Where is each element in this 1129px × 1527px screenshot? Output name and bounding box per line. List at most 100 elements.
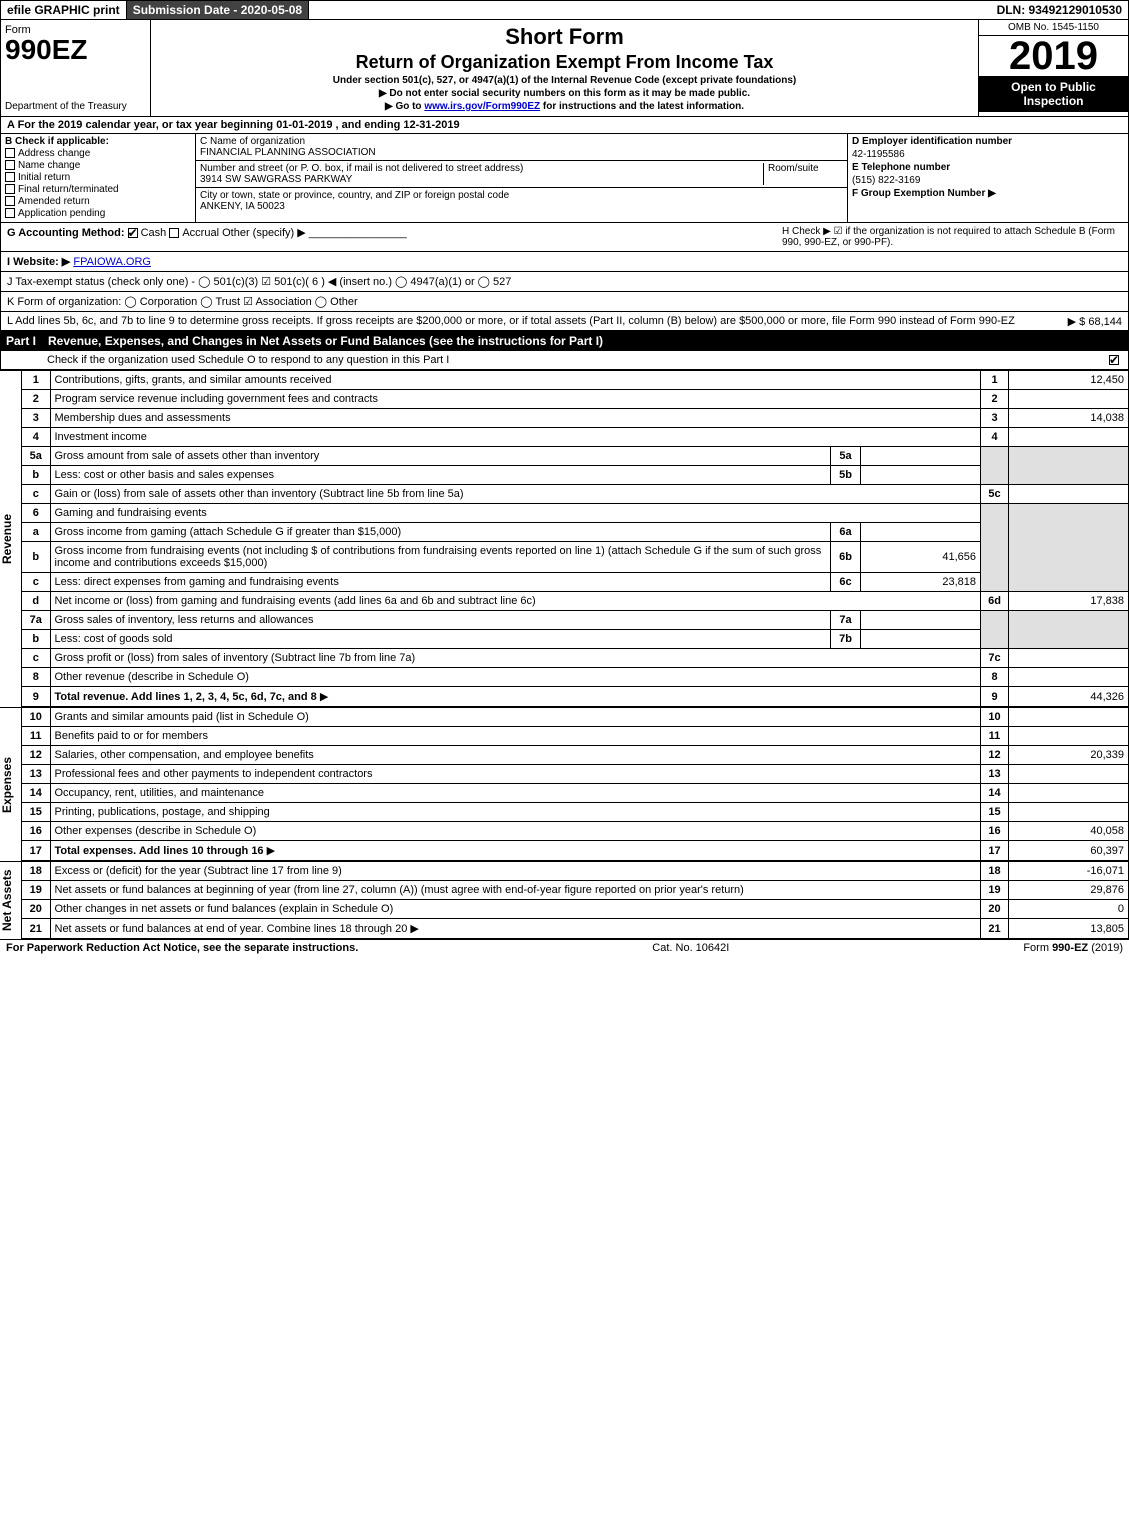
netassets-table: 18Excess or (deficit) for the year (Subt… — [22, 861, 1129, 939]
line-15: 15Printing, publications, postage, and s… — [22, 803, 1129, 822]
footer-right: Form 990-EZ (2019) — [1023, 942, 1123, 954]
line-8: 8Other revenue (describe in Schedule O)8 — [22, 668, 1129, 687]
chk-cash[interactable] — [128, 228, 138, 238]
chk-application-pending[interactable] — [5, 208, 15, 218]
row-l-gross-receipts: L Add lines 5b, 6c, and 7b to line 9 to … — [0, 312, 1129, 331]
website-label: I Website: ▶ — [7, 256, 70, 268]
line-12: 12Salaries, other compensation, and empl… — [22, 746, 1129, 765]
lbl-other: Other (specify) ▶ — [222, 227, 306, 239]
chk-final-return[interactable] — [5, 184, 15, 194]
line-10: 10Grants and similar amounts paid (list … — [22, 708, 1129, 727]
lbl-accrual: Accrual — [182, 227, 219, 239]
street-value: 3914 SW SAWGRASS PARKWAY — [200, 174, 763, 185]
lbl-cash: Cash — [141, 227, 167, 239]
part-1-header: Part I Revenue, Expenses, and Changes in… — [0, 331, 1129, 351]
line-20: 20Other changes in net assets or fund ba… — [22, 900, 1129, 919]
row-g-h: G Accounting Method: Cash Accrual Other … — [0, 223, 1129, 252]
line-5a: 5aGross amount from sale of assets other… — [22, 447, 1129, 466]
section-b-label: B Check if applicable: — [5, 136, 109, 147]
netassets-section: Net Assets 18Excess or (deficit) for the… — [0, 861, 1129, 939]
street-label: Number and street (or P. O. box, if mail… — [200, 163, 763, 174]
org-name: FINANCIAL PLANNING ASSOCIATION — [200, 147, 843, 158]
group-exemption-label: F Group Exemption Number ▶ — [852, 188, 996, 199]
row-k-form-of-org: K Form of organization: ◯ Corporation ◯ … — [0, 292, 1129, 312]
chk-address-change[interactable] — [5, 148, 15, 158]
line-5b: bLess: cost or other basis and sales exp… — [22, 466, 1129, 485]
page-footer: For Paperwork Reduction Act Notice, see … — [0, 939, 1129, 956]
line-16: 16Other expenses (describe in Schedule O… — [22, 822, 1129, 841]
line-17: 17Total expenses. Add lines 10 through 1… — [22, 841, 1129, 861]
line-6a: aGross income from gaming (attach Schedu… — [22, 523, 1129, 542]
row-l-amount: ▶ $ 68,144 — [1068, 315, 1122, 328]
section-h-text: H Check ▶ ☑ if the organization is not r… — [782, 226, 1122, 248]
line-18: 18Excess or (deficit) for the year (Subt… — [22, 862, 1129, 881]
website-link[interactable]: FPAIOWA.ORG — [73, 256, 151, 268]
ein-value: 42-1195586 — [852, 149, 1124, 160]
line-6: 6Gaming and fundraising events — [22, 504, 1129, 523]
line-6c: cLess: direct expenses from gaming and f… — [22, 573, 1129, 592]
city-value: ANKENY, IA 50023 — [200, 201, 843, 212]
form-title-2: Return of Organization Exempt From Incom… — [155, 52, 974, 73]
line-5c: cGain or (loss) from sale of assets othe… — [22, 485, 1129, 504]
department-label: Department of the Treasury — [5, 101, 146, 112]
lbl-address-change: Address change — [18, 148, 90, 159]
lbl-name-change: Name change — [18, 160, 80, 171]
line-7a: 7aGross sales of inventory, less returns… — [22, 611, 1129, 630]
tel-value: (515) 822-3169 — [852, 175, 1124, 186]
revenue-table: 1Contributions, gifts, grants, and simil… — [22, 370, 1129, 707]
line-21: 21Net assets or fund balances at end of … — [22, 919, 1129, 939]
section-c: C Name of organization FINANCIAL PLANNIN… — [196, 134, 848, 222]
line-6b: bGross income from fundraising events (n… — [22, 542, 1129, 573]
top-bar: efile GRAPHIC print Submission Date - 20… — [0, 0, 1129, 20]
header-mid: Short Form Return of Organization Exempt… — [151, 20, 978, 116]
form-title-1: Short Form — [155, 24, 974, 50]
form-note-1: ▶ Do not enter social security numbers o… — [155, 88, 974, 99]
chk-schedule-o[interactable] — [1109, 355, 1119, 365]
part-1-title: Revenue, Expenses, and Changes in Net As… — [48, 334, 603, 348]
line-4: 4Investment income4 — [22, 428, 1129, 447]
lbl-initial-return: Initial return — [18, 172, 70, 183]
form-note-2: ▶ Go to www.irs.gov/Form990EZ for instru… — [155, 101, 974, 112]
city-label: City or town, state or province, country… — [200, 190, 843, 201]
line-1: 1Contributions, gifts, grants, and simil… — [22, 371, 1129, 390]
line-11: 11Benefits paid to or for members11 — [22, 727, 1129, 746]
line-9: 9Total revenue. Add lines 1, 2, 3, 4, 5c… — [22, 687, 1129, 707]
row-i-website: I Website: ▶ FPAIOWA.ORG — [0, 252, 1129, 272]
submission-date: Submission Date - 2020-05-08 — [127, 1, 309, 19]
irs-link[interactable]: www.irs.gov/Form990EZ — [424, 101, 540, 112]
line-6d: dNet income or (loss) from gaming and fu… — [22, 592, 1129, 611]
header-right: OMB No. 1545-1150 2019 Open to Public In… — [978, 20, 1128, 116]
top-bar-spacer — [309, 1, 990, 19]
chk-name-change[interactable] — [5, 160, 15, 170]
chk-amended-return[interactable] — [5, 196, 15, 206]
line-19: 19Net assets or fund balances at beginni… — [22, 881, 1129, 900]
accounting-method-label: G Accounting Method: — [7, 227, 125, 239]
org-name-label: C Name of organization — [200, 136, 843, 147]
form-number: 990EZ — [5, 36, 146, 64]
efile-print-button[interactable]: efile GRAPHIC print — [1, 1, 127, 19]
dln-number: DLN: 93492129010530 — [991, 1, 1128, 19]
form-header: Form 990EZ Department of the Treasury Sh… — [0, 20, 1129, 117]
lbl-application-pending: Application pending — [18, 208, 105, 219]
line-2: 2Program service revenue including gover… — [22, 390, 1129, 409]
row-j-tax-exempt: J Tax-exempt status (check only one) - ◯… — [0, 272, 1129, 292]
part-1-label: Part I — [6, 334, 36, 348]
expenses-section: Expenses 10Grants and similar amounts pa… — [0, 707, 1129, 861]
chk-accrual[interactable] — [169, 228, 179, 238]
ein-label: D Employer identification number — [852, 136, 1012, 147]
line-7c: cGross profit or (loss) from sales of in… — [22, 649, 1129, 668]
footer-mid: Cat. No. 10642I — [652, 942, 729, 954]
section-b: B Check if applicable: Address change Na… — [1, 134, 196, 222]
line-14: 14Occupancy, rent, utilities, and mainte… — [22, 784, 1129, 803]
part-1-check-row: Check if the organization used Schedule … — [0, 351, 1129, 370]
form-subtitle: Under section 501(c), 527, or 4947(a)(1)… — [155, 75, 974, 86]
footer-left: For Paperwork Reduction Act Notice, see … — [6, 942, 358, 954]
tel-label: E Telephone number — [852, 162, 950, 173]
header-left: Form 990EZ Department of the Treasury — [1, 20, 151, 116]
part-1-check-text: Check if the organization used Schedule … — [7, 354, 449, 366]
line-3: 3Membership dues and assessments314,038 — [22, 409, 1129, 428]
tax-year: 2019 — [979, 36, 1128, 76]
chk-initial-return[interactable] — [5, 172, 15, 182]
revenue-vertical-label: Revenue — [0, 370, 22, 707]
open-to-public-badge: Open to Public Inspection — [979, 76, 1128, 112]
